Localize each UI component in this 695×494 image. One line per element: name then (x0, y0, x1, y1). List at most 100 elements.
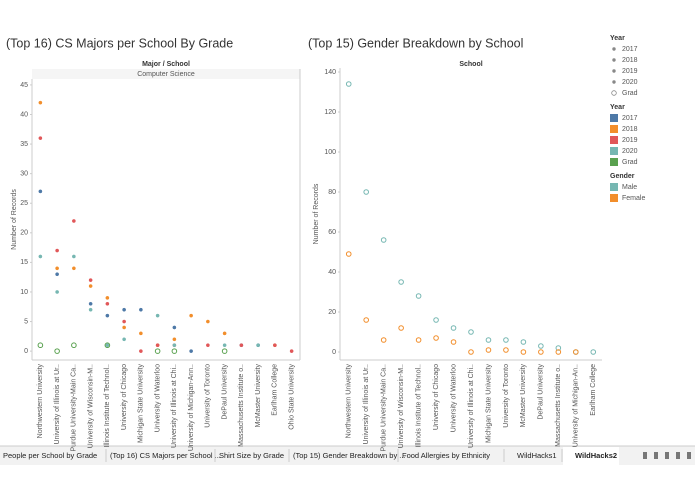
y-tick-label: 30 (20, 170, 28, 177)
tab[interactable]: (Top 15) Gender Breakdown by ... (293, 451, 406, 460)
point (450, 339, 457, 345)
x-tick-label: Earlham College (590, 364, 597, 416)
point (55, 248, 59, 253)
legend-title: Year (610, 104, 625, 111)
y-tick-label: 5 (24, 318, 28, 325)
legend-label: Male (622, 184, 637, 191)
point (380, 337, 387, 343)
point (55, 266, 59, 271)
column-header: School (459, 61, 482, 68)
point (88, 278, 93, 282)
icon[interactable] (654, 452, 658, 459)
point (468, 329, 474, 335)
point (154, 348, 161, 354)
x-tick-label: Earlham College (272, 364, 279, 416)
point (38, 254, 43, 259)
tab[interactable]: WildHacks2 (575, 451, 617, 460)
point (256, 343, 260, 348)
point (273, 343, 277, 348)
point (415, 293, 422, 299)
legend-swatch (610, 183, 618, 191)
legend-label: 2017 (622, 46, 638, 53)
point (104, 342, 111, 349)
point (345, 81, 352, 87)
tab[interactable]: People per School by Grade (3, 451, 97, 460)
x-tick-label: University of Illinois at Ur.. (363, 364, 370, 445)
chart-title: (Top 16) CS Majors per School By Grade (6, 36, 233, 50)
legend-label: 2020 (622, 79, 638, 86)
point (139, 331, 143, 336)
icon[interactable] (643, 452, 647, 459)
y-axis-label: Number of Records (11, 189, 18, 250)
icon[interactable] (676, 452, 680, 459)
legend-label: Grad (622, 159, 638, 166)
legend-swatch (610, 194, 618, 202)
point (55, 272, 59, 277)
x-tick-label: Michigan State University (485, 364, 492, 443)
icon[interactable] (687, 452, 691, 459)
y-tick-label: 0 (332, 349, 336, 356)
x-tick-label: McMaster University (255, 364, 262, 428)
y-tick-label: 40 (328, 269, 336, 276)
y-tick-label: 60 (328, 229, 336, 236)
point (222, 331, 227, 336)
legend-swatch (610, 147, 618, 155)
point (122, 319, 126, 324)
x-tick-label: DePaul University (221, 364, 228, 420)
x-tick-label: University of Toronto (503, 364, 510, 428)
point (503, 337, 509, 343)
point (139, 307, 143, 312)
legend-shape (612, 47, 616, 51)
x-tick-label: Illinois Institute of Technol.. (104, 364, 111, 448)
y-axis-label: Number of Records (313, 183, 320, 244)
point (38, 136, 43, 141)
y-tick-label: 25 (20, 200, 28, 207)
point (122, 337, 126, 342)
point (71, 342, 77, 349)
x-tick-label: University of Wisconsin-M.. (398, 364, 405, 448)
legend-label: 2019 (622, 137, 638, 144)
icon[interactable] (665, 452, 669, 459)
x-tick-label: University of Illinois at Ur.. (54, 364, 61, 445)
x-tick-label: Purdue University-Main Ca.. (381, 364, 388, 452)
y-tick-label: 80 (328, 189, 336, 196)
point (398, 279, 404, 285)
tab[interactable]: WildHacks1 (517, 451, 557, 460)
point (573, 349, 579, 355)
tab-active (563, 447, 619, 465)
point (206, 343, 210, 348)
tab[interactable]: Shirt Size by Grade (219, 451, 284, 460)
legend-swatch (610, 158, 618, 166)
chart-title: (Top 15) Gender Breakdown by School (308, 36, 523, 50)
y-tick-label: 45 (20, 82, 28, 89)
x-tick-label: University of Illinois at Chi.. (171, 364, 178, 448)
point (363, 317, 370, 323)
point (105, 301, 110, 306)
point (38, 189, 43, 194)
point (485, 347, 492, 353)
point (38, 100, 43, 105)
point (88, 284, 93, 288)
legend-label: 2017 (622, 115, 638, 122)
legend-label: Female (622, 195, 645, 202)
point (88, 301, 93, 306)
tab[interactable]: (Top 16) CS Majors per School ... (110, 451, 221, 460)
y-tick-label: 120 (324, 109, 336, 116)
tab[interactable]: Food Allergies by Ethnicity (402, 451, 490, 460)
point (122, 325, 126, 330)
legend-title: Gender (610, 173, 635, 180)
legend-shape (611, 90, 617, 96)
point (37, 342, 44, 349)
point (590, 349, 597, 355)
x-tick-label: Michigan State University (138, 364, 145, 443)
subheader: Computer Science (137, 71, 195, 78)
point (172, 325, 177, 330)
point (55, 290, 59, 294)
x-tick-label: University of Waterloo (450, 364, 457, 432)
tab-bar (0, 446, 695, 465)
y-tick-label: 20 (20, 230, 28, 237)
point (155, 313, 160, 318)
y-tick-label: 40 (20, 111, 28, 118)
legend-label: 2018 (622, 126, 638, 133)
